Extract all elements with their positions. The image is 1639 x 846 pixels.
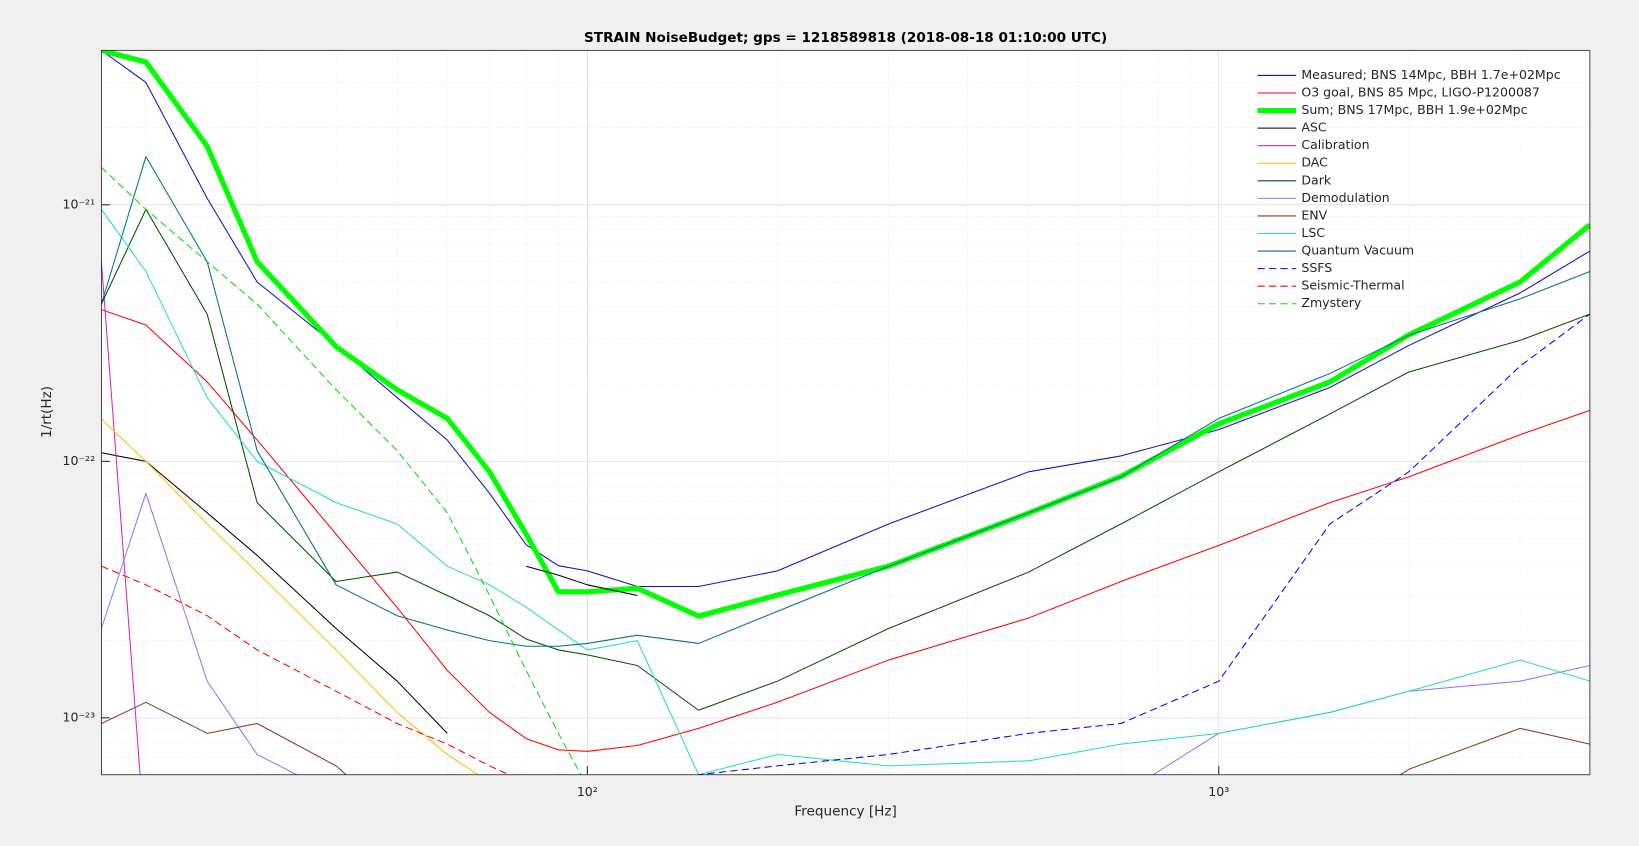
legend-label: Zmystery	[1301, 295, 1362, 310]
y-axis-label: 1/rt(Hz)	[39, 386, 55, 438]
legend-label: LSC	[1301, 225, 1325, 240]
legend-label: SSFS	[1301, 260, 1332, 275]
legend-label: Quantum Vacuum	[1301, 243, 1414, 258]
legend-label: Calibration	[1301, 137, 1369, 152]
x-axis-label: Frequency [Hz]	[794, 803, 896, 819]
x-tick-label: 10³	[1208, 784, 1229, 799]
y-tick-label: 10⁻²³	[63, 709, 96, 724]
y-tick-label: 10⁻²²	[63, 453, 96, 468]
series-line	[101, 309, 1590, 752]
plot-area	[101, 50, 1590, 775]
series-line	[101, 565, 511, 775]
chart-title: STRAIN NoiseBudget; gps = 1218589818 (20…	[584, 30, 1107, 46]
axes-box	[100, 49, 1591, 776]
legend-label: Seismic-Thermal	[1301, 278, 1404, 293]
x-tick-label: 10²	[577, 784, 598, 799]
legend-label: Measured; BNS 14Mpc, BBH 1.7e+02Mpc	[1301, 67, 1560, 82]
series-line	[101, 701, 1590, 775]
series-line	[101, 418, 479, 775]
series-line	[101, 166, 582, 775]
y-tick-label: 10⁻²¹	[63, 196, 96, 211]
legend-label: DAC	[1301, 155, 1328, 170]
legend-label: Dark	[1301, 172, 1331, 187]
legend-label: ENV	[1301, 207, 1327, 222]
series-line	[101, 208, 1590, 711]
legend-label: Demodulation	[1301, 190, 1389, 205]
plot-lines	[101, 50, 1590, 775]
series-line	[101, 156, 1590, 647]
legend-label: O3 goal, BNS 85 Mpc, LIGO-P1200087	[1301, 85, 1540, 100]
series-line	[101, 209, 1590, 775]
legend-label: ASC	[1301, 120, 1327, 135]
legend-label: Sum; BNS 17Mpc, BBH 1.9e+02Mpc	[1301, 102, 1527, 117]
series-line	[101, 50, 1590, 588]
